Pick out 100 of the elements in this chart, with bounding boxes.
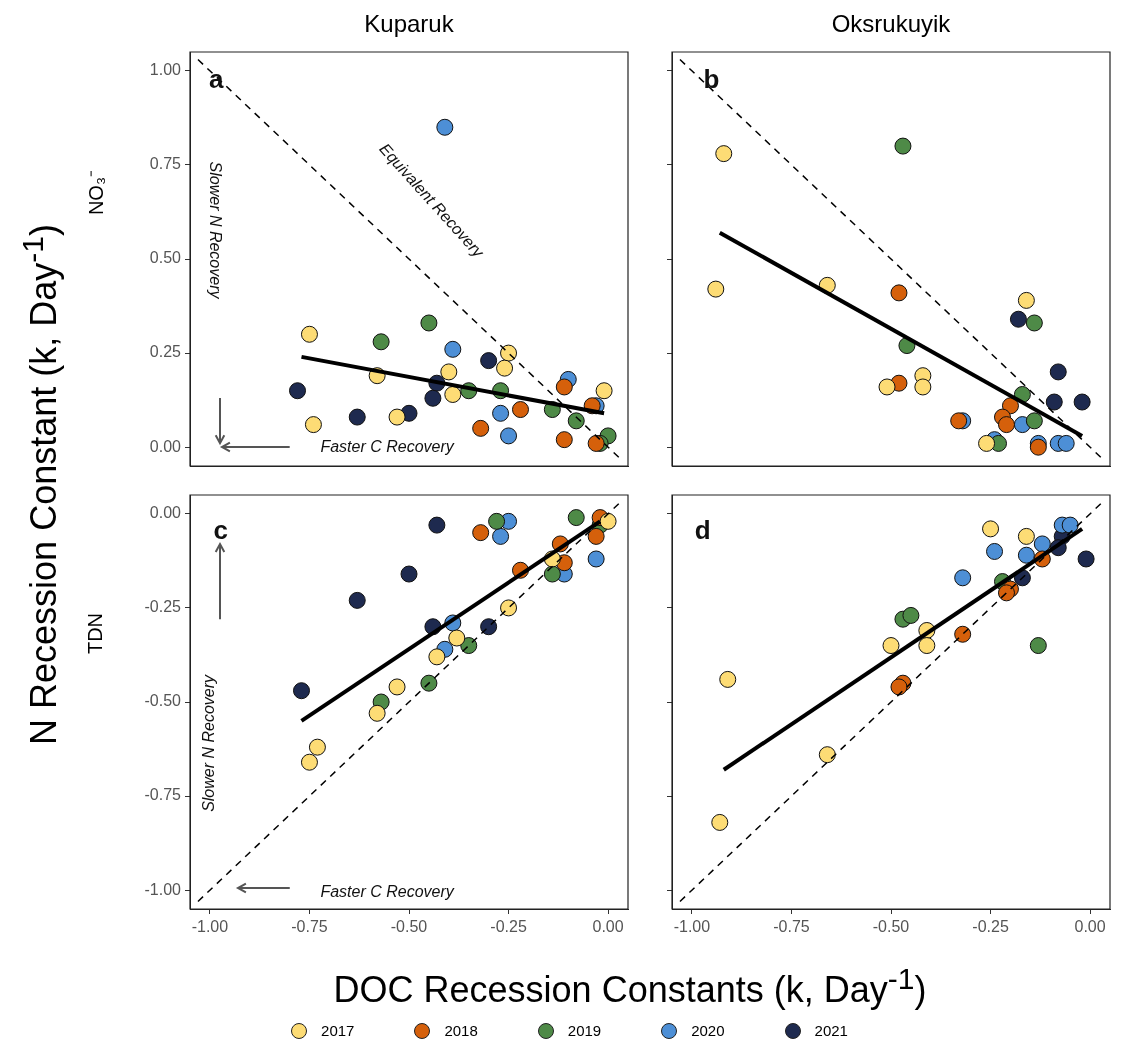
chart-title: Kuparuk: [363, 10, 455, 38]
point: [492, 404, 510, 422]
point: [436, 118, 454, 136]
x-tick-label: -0.25: [972, 918, 1009, 936]
point: [1017, 291, 1035, 309]
y-tick-label: -0.50: [144, 692, 182, 710]
point: [300, 325, 318, 343]
y-axis-title: TDN: [83, 611, 107, 657]
point: [890, 284, 908, 302]
point: [914, 378, 932, 396]
annotation: Slower N Recovery: [200, 673, 218, 812]
x-tick-label: -1.00: [673, 918, 711, 936]
point: [300, 753, 318, 771]
point: [1061, 516, 1079, 534]
point: [420, 314, 438, 332]
x-tick-label: 0.00: [1074, 918, 1106, 936]
y-tick-label: 0.25: [149, 343, 182, 361]
y-tick-label: 0.75: [149, 155, 182, 173]
point: [388, 408, 406, 426]
point: [567, 509, 585, 527]
x-tick-label: -0.75: [773, 918, 810, 936]
point: [707, 280, 725, 298]
point: [496, 359, 514, 377]
y-tick-label: 1.00: [149, 61, 182, 79]
point: [480, 618, 498, 636]
point: [440, 363, 458, 381]
y-tick-label: -0.75: [144, 786, 182, 804]
point: [1073, 393, 1091, 411]
annotation: b: [703, 64, 720, 95]
point: [388, 678, 406, 696]
point: [1029, 438, 1047, 456]
x-tick-label: -1.00: [191, 918, 229, 936]
point: [472, 419, 490, 437]
point: [818, 746, 836, 764]
point: [372, 333, 390, 351]
point: [997, 416, 1015, 434]
x-tick-label: -0.75: [291, 918, 328, 936]
y-tick-label: 0.00: [149, 504, 182, 522]
point: [587, 527, 605, 545]
annotation: c: [213, 515, 228, 546]
x-axis-title: DOC Recession Constants (k, Day$^{-1}$): [332, 962, 928, 1011]
point: [982, 520, 1000, 538]
point: [348, 591, 366, 609]
point: [448, 629, 466, 647]
point: [304, 416, 322, 434]
point: [587, 434, 605, 452]
legend-label: 2021: [814, 1022, 848, 1039]
point: [986, 542, 1004, 560]
point: [420, 674, 438, 692]
point: [719, 670, 737, 688]
point: [997, 584, 1015, 602]
point: [292, 682, 310, 700]
legend-label: 2018: [444, 1022, 478, 1039]
point: [500, 599, 518, 617]
point: [511, 401, 529, 419]
point: [1033, 535, 1051, 553]
point: [289, 382, 307, 400]
point: [400, 565, 418, 583]
point: [444, 385, 462, 403]
point: [1017, 527, 1035, 545]
point: [882, 637, 900, 655]
point: [1009, 310, 1027, 328]
point: [543, 565, 561, 583]
point: [1057, 434, 1075, 452]
y-axis-title: NO₃⁻: [83, 168, 108, 218]
point: [711, 813, 729, 831]
annotation: Faster C Recovery: [320, 882, 455, 900]
point: [1025, 412, 1043, 430]
point: [1077, 550, 1095, 568]
point: [555, 378, 573, 396]
point: [894, 137, 912, 155]
point: [428, 648, 446, 666]
y-tick-label: -1.00: [144, 880, 182, 898]
annotation: Slower N Recovery: [206, 161, 224, 300]
point: [890, 678, 908, 696]
legend-label: 2017: [321, 1022, 355, 1039]
point: [595, 382, 613, 400]
point: [902, 606, 920, 624]
x-tick-label: -0.50: [390, 918, 428, 936]
point: [950, 412, 968, 430]
point: [368, 704, 386, 722]
point: [500, 427, 518, 445]
x-tick-label: 0.00: [592, 918, 624, 936]
point: [715, 145, 733, 163]
point: [567, 412, 585, 430]
point: [428, 516, 446, 534]
chart-title: Oksrukuyik: [830, 10, 952, 38]
point: [492, 527, 510, 545]
point: [555, 431, 573, 449]
y-tick-label: 0.50: [149, 249, 182, 267]
point: [1029, 637, 1047, 655]
point: [918, 637, 936, 655]
annotation: d: [694, 515, 711, 546]
point: [488, 512, 506, 530]
point: [444, 340, 462, 358]
x-tick-label: -0.50: [872, 918, 910, 936]
point: [587, 550, 605, 568]
point: [954, 625, 972, 643]
point: [472, 524, 490, 542]
point: [348, 408, 366, 426]
